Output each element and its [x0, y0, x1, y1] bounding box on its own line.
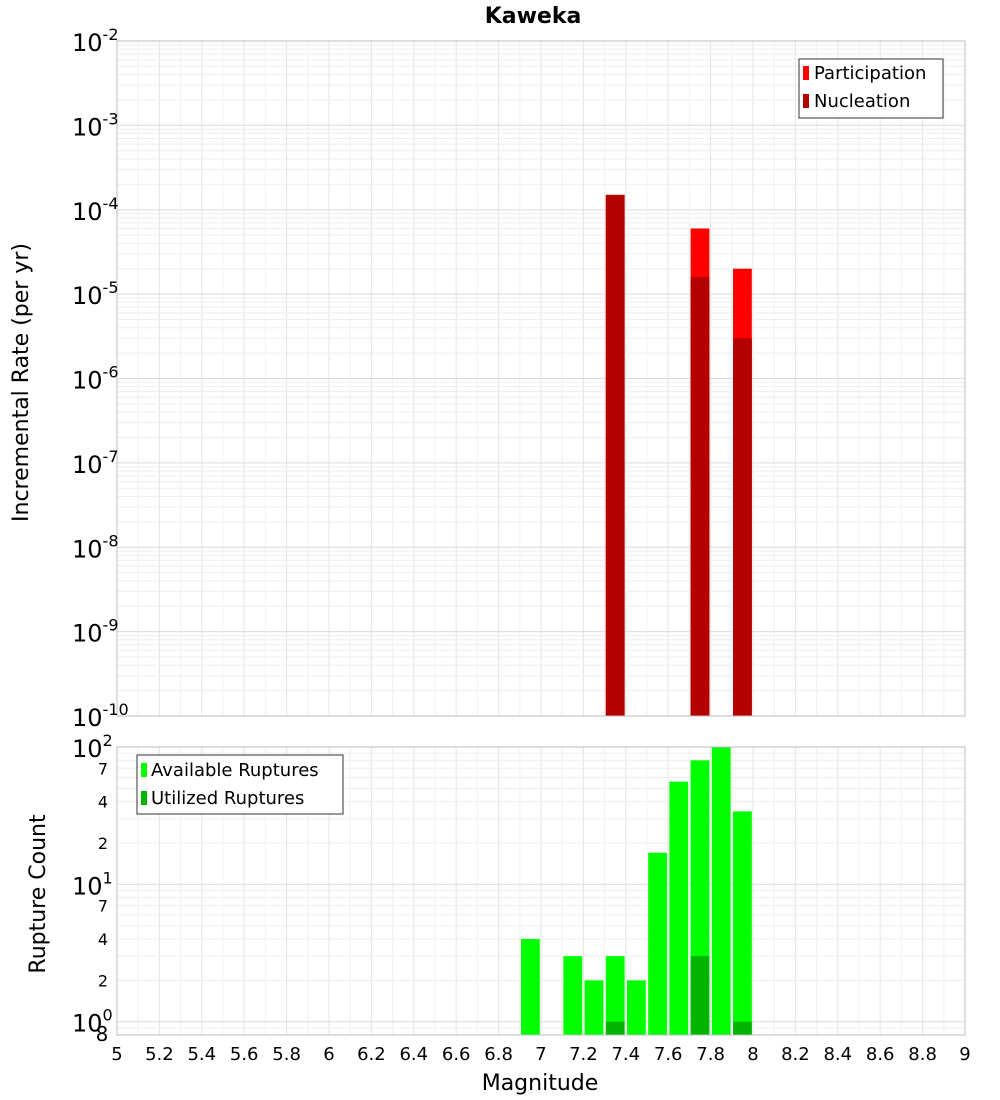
rate-y-axis-label: Incremental Rate (per yr): [9, 243, 34, 522]
x-tick-label: 5.6: [230, 1044, 259, 1065]
x-tick-label: 7.2: [569, 1044, 598, 1065]
legend-item-label: Utilized Ruptures: [151, 788, 304, 809]
x-tick-label: 8.4: [823, 1044, 852, 1065]
rate-plot-border: [116, 40, 966, 717]
rate-y-tick-label: 10-9: [72, 616, 119, 648]
legend-item-label: Nucleation: [814, 91, 910, 112]
count-y-minor-tick-label: 7: [98, 897, 108, 916]
x-tick-label: 5.4: [187, 1044, 216, 1065]
available-ruptures-bar: [648, 852, 667, 1035]
x-tick-label: 5.8: [272, 1044, 301, 1065]
rate-legend: Participation Nucleation: [798, 58, 944, 119]
utilized-ruptures-bar: [690, 956, 710, 1035]
legend-swatch: [803, 66, 809, 80]
rate-y-tick-label: 10-8: [72, 531, 119, 563]
x-tick-label: 8.8: [908, 1044, 937, 1065]
rate-y-tick-label: 10-7: [72, 447, 119, 479]
count-y-bottom-label: 8: [96, 1022, 109, 1046]
x-tick-label: 8.6: [866, 1044, 895, 1065]
x-axis-label: Magnitude: [482, 1071, 599, 1096]
x-tick-label: 7.8: [696, 1044, 725, 1065]
available-ruptures-bar: [733, 811, 752, 1035]
legend-item-label: Available Ruptures: [151, 760, 319, 781]
legend-box: [136, 754, 344, 815]
x-tick-label: 5: [111, 1044, 122, 1065]
rate-y-tick-label: 10-10: [72, 700, 129, 732]
rate-y-tick-label: 10-3: [72, 109, 119, 141]
x-tick-label: 8: [747, 1044, 758, 1065]
available-ruptures-bar: [627, 980, 646, 1035]
utilized-ruptures-bar: [605, 1021, 625, 1035]
x-tick-label: 8.2: [781, 1044, 810, 1065]
x-tick-label: 7.4: [611, 1044, 640, 1065]
x-tick-label: 7: [535, 1044, 546, 1065]
count-y-minor-tick-label: 2: [98, 834, 108, 853]
count-y-tick-label: 100: [72, 1006, 113, 1038]
available-ruptures-bar: [521, 939, 540, 1035]
x-tick-label: 7.6: [654, 1044, 683, 1065]
available-ruptures-bar: [584, 980, 604, 1035]
legend-item-label: Participation: [814, 63, 926, 84]
rate-y-tick-label: 10-2: [72, 25, 119, 57]
count-y-tick-label: 101: [72, 868, 113, 900]
rate-y-tick-label: 10-4: [72, 194, 119, 226]
available-ruptures-bar: [605, 956, 625, 1035]
legend-box: [798, 58, 944, 119]
x-tick-label: 6.8: [484, 1044, 513, 1065]
count-y-minor-tick-label: 4: [98, 793, 108, 812]
chart-title: Kaweka: [485, 4, 582, 29]
nucleation-bar: [733, 338, 752, 716]
x-tick-label: 9: [959, 1044, 970, 1065]
count-y-tick-label: 102: [72, 731, 113, 763]
available-ruptures-bar: [711, 747, 731, 1035]
series-utilized-ruptures: [605, 956, 752, 1035]
x-tick-label: 6.2: [357, 1044, 386, 1065]
legend-swatch: [141, 791, 147, 805]
rate-plot-grid: [116, 40, 966, 717]
x-tick-label: 5.2: [145, 1044, 174, 1065]
count-y-minor-tick-label: 4: [98, 930, 108, 949]
nucleation-bar: [690, 276, 710, 716]
x-tick-label: 6.6: [442, 1044, 471, 1065]
count-y-minor-tick-label: 2: [98, 971, 108, 990]
count-y-minor-tick-label: 7: [98, 759, 108, 778]
rate-y-tick-label: 10-6: [72, 363, 119, 395]
count-plot-border: [116, 746, 966, 1036]
nucleation-bar: [605, 194, 625, 716]
series-available-ruptures: [521, 747, 752, 1035]
rate-y-tick-label: 10-5: [72, 278, 119, 310]
count-y-axis-label: Rupture Count: [26, 814, 51, 974]
available-ruptures-bar: [563, 956, 583, 1035]
legend-swatch: [141, 763, 147, 777]
count-legend: Available Ruptures Utilized Ruptures: [136, 754, 344, 815]
available-ruptures-bar: [669, 781, 689, 1035]
legend-swatch: [803, 94, 809, 108]
utilized-ruptures-bar: [733, 1021, 752, 1035]
series-nucleation: [605, 194, 752, 716]
x-tick-label: 6: [323, 1044, 334, 1065]
x-tick-label: 6.4: [399, 1044, 428, 1065]
